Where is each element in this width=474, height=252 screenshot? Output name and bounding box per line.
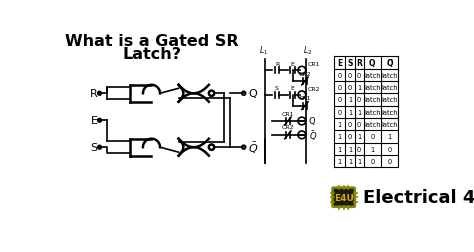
Text: Q: Q — [248, 89, 257, 99]
Text: 0: 0 — [357, 73, 361, 78]
Text: $\bar{Q}$: $\bar{Q}$ — [248, 140, 259, 155]
Text: 1: 1 — [357, 159, 361, 164]
Text: CR1: CR1 — [299, 96, 311, 101]
Text: CR2: CR2 — [308, 87, 320, 91]
Circle shape — [98, 92, 101, 96]
Text: Q̅: Q̅ — [386, 59, 392, 68]
Text: CR1: CR1 — [308, 62, 320, 67]
Text: latch: latch — [364, 121, 381, 128]
Text: 0: 0 — [387, 146, 392, 152]
Text: 1: 1 — [348, 109, 352, 115]
Text: 0: 0 — [348, 85, 352, 91]
Text: E4U: E4U — [334, 193, 354, 202]
Text: 1: 1 — [357, 134, 361, 140]
Text: Q: Q — [369, 59, 375, 68]
Text: 1: 1 — [338, 121, 342, 128]
Text: CR2: CR2 — [299, 71, 311, 76]
Text: 1: 1 — [338, 134, 342, 140]
Text: 1: 1 — [387, 134, 392, 140]
Text: Electrical 4 U: Electrical 4 U — [363, 188, 474, 206]
Text: 1: 1 — [338, 146, 342, 152]
Text: S: S — [275, 86, 279, 91]
Text: 0: 0 — [387, 159, 392, 164]
Text: 1: 1 — [338, 159, 342, 164]
Text: $L_2$: $L_2$ — [303, 44, 312, 56]
Text: latch: latch — [364, 109, 381, 115]
Text: 0: 0 — [370, 159, 374, 164]
Text: latch: latch — [381, 109, 398, 115]
Circle shape — [98, 146, 101, 149]
Text: 1: 1 — [370, 146, 374, 152]
Text: 0: 0 — [348, 121, 352, 128]
Text: 1: 1 — [357, 85, 361, 91]
Text: Q: Q — [309, 117, 315, 126]
Text: 1: 1 — [348, 159, 352, 164]
Text: 1: 1 — [348, 97, 352, 103]
Text: 0: 0 — [357, 97, 361, 103]
Text: latch: latch — [381, 121, 398, 128]
Text: 1: 1 — [357, 109, 361, 115]
Text: 0: 0 — [357, 121, 361, 128]
Text: E: E — [91, 116, 98, 126]
Text: latch: latch — [381, 73, 398, 78]
Text: R: R — [356, 59, 362, 68]
Text: latch: latch — [381, 85, 398, 91]
FancyBboxPatch shape — [332, 188, 355, 207]
Text: latch: latch — [364, 73, 381, 78]
Text: $\bar{Q}$: $\bar{Q}$ — [309, 129, 317, 142]
Text: R: R — [275, 61, 279, 66]
Text: CR2: CR2 — [282, 125, 294, 130]
Text: S: S — [91, 143, 98, 152]
Text: latch: latch — [364, 85, 381, 91]
Text: $L_1$: $L_1$ — [258, 44, 268, 56]
Text: R: R — [90, 89, 98, 99]
Text: CR1: CR1 — [282, 111, 294, 116]
Text: 0: 0 — [348, 73, 352, 78]
Text: E: E — [291, 86, 294, 91]
Text: Latch?: Latch? — [123, 46, 182, 61]
Text: 0: 0 — [348, 134, 352, 140]
Text: latch: latch — [364, 97, 381, 103]
Text: latch: latch — [381, 97, 398, 103]
Text: E: E — [291, 61, 294, 66]
Circle shape — [98, 119, 101, 123]
Text: E: E — [337, 59, 342, 68]
Text: 0: 0 — [337, 85, 342, 91]
Text: 0: 0 — [370, 134, 374, 140]
Text: 0: 0 — [337, 97, 342, 103]
Text: 0: 0 — [357, 146, 361, 152]
Text: 1: 1 — [348, 146, 352, 152]
Text: 0: 0 — [337, 73, 342, 78]
Text: S: S — [347, 59, 353, 68]
Text: What is a Gated SR: What is a Gated SR — [65, 34, 239, 49]
Text: 0: 0 — [337, 109, 342, 115]
